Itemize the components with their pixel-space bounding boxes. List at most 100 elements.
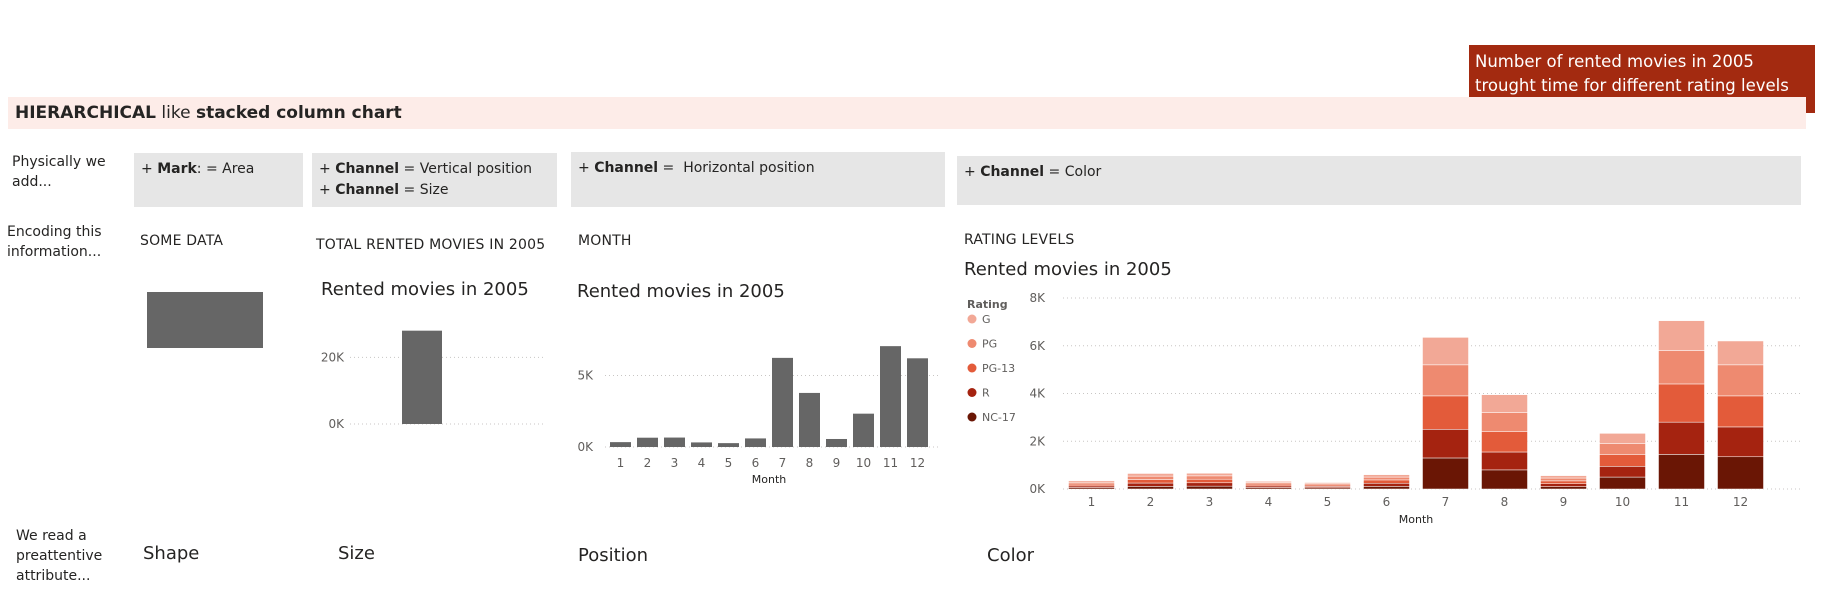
bar-segment-nc-17 [1127, 486, 1174, 490]
x-tick-label: 11 [1674, 495, 1689, 509]
bar-segment-r [1127, 482, 1174, 487]
bar-segment-r [1363, 483, 1410, 487]
mark-box-area: + Mark: = Area [134, 153, 303, 207]
row-label-read: We read a preattentive attribute... [16, 526, 102, 586]
row-label-read-line3: attribute... [16, 568, 91, 584]
bar-segment-pg [1068, 482, 1115, 485]
legend-label: NC-17 [982, 411, 1016, 424]
channel-text: = Horizontal position [658, 160, 815, 176]
legend-marker [967, 412, 977, 422]
bar-segment-pg [1717, 364, 1764, 397]
bar-segment-pg-13 [1658, 383, 1705, 423]
bar-segment-pg-13 [1717, 395, 1764, 428]
x-tick-label: 7 [779, 456, 787, 470]
header-bold-2: stacked column chart [195, 103, 402, 123]
attribute-color: Color [987, 545, 1034, 566]
section-header: HIERARCHICAL like stacked column chart [8, 97, 1806, 129]
row-label-read-line2: preattentive [16, 548, 103, 564]
bar-month [907, 358, 928, 447]
bar-segment-pg-13 [1481, 431, 1528, 453]
header-mid: like [156, 103, 196, 123]
bar-segment-r [1481, 451, 1528, 471]
bar-segment-g [1658, 320, 1705, 351]
y-tick-label: 0K [577, 440, 594, 454]
x-tick-label: 9 [833, 456, 841, 470]
attribute-size: Size [338, 543, 375, 564]
y-tick-label: 2K [1029, 434, 1046, 448]
chart-title-total: Rented movies in 2005 [321, 279, 529, 300]
bar-segment-g [1481, 394, 1528, 413]
channel-box-vertical-size: + Channel = Vertical position + Channel … [312, 153, 557, 207]
bar-segment-nc-17 [1717, 456, 1764, 490]
channel-keyword: Channel [594, 160, 659, 176]
legend-marker [967, 363, 977, 373]
chart-total: 0K 20K [321, 330, 545, 431]
x-tick-label: 2 [644, 456, 652, 470]
area-mark-shape [147, 292, 263, 348]
bar-segment-pg-13 [1245, 483, 1292, 487]
x-tick-label: 12 [910, 456, 925, 470]
bar-segment-pg [1481, 412, 1528, 432]
bar-segment-g [1304, 482, 1351, 484]
row-label-add-line2: add... [12, 174, 52, 190]
channel-keyword: Channel [335, 161, 400, 177]
bar-month [880, 346, 901, 447]
y-tick-label: 6K [1029, 339, 1046, 353]
bar-segment-g [1127, 473, 1174, 477]
x-tick-label: 6 [752, 456, 760, 470]
y-tick-label: 4K [1029, 387, 1046, 401]
bar-segment-r [1540, 483, 1587, 487]
bar-month [772, 357, 793, 447]
row-label-add: Physically we add... [12, 152, 106, 192]
mark-prefix: + [141, 161, 158, 177]
x-tick-label: 9 [1560, 495, 1568, 509]
y-tick-label: 20K [321, 350, 345, 364]
attribute-shape: Shape [143, 543, 200, 564]
bar-segment-g [1599, 433, 1646, 444]
x-axis-label: Month [1399, 513, 1434, 526]
x-tick-label: 1 [617, 456, 625, 470]
bar-month [799, 392, 820, 447]
chart-title-month: Rented movies in 2005 [577, 281, 785, 302]
channel-text: = Vertical position [399, 161, 533, 177]
row-label-add-line1: Physically we [12, 154, 106, 170]
bar-month [637, 437, 658, 447]
bar-month [691, 442, 712, 447]
bar-segment-pg [1422, 364, 1469, 397]
row-label-encode-line2: information... [7, 244, 102, 260]
x-tick-label: 4 [698, 456, 706, 470]
x-axis-label: Month [752, 473, 787, 486]
bar-segment-g [1717, 340, 1764, 366]
bar-segment-r [1186, 482, 1233, 487]
channel-prefix: + [319, 182, 336, 198]
channel-line-1: + Channel = Vertical position [319, 159, 550, 180]
x-tick-label: 6 [1383, 495, 1391, 509]
bar-segment-pg [1540, 477, 1587, 482]
bar-segment-r [1422, 429, 1469, 459]
bar-segment-pg-13 [1068, 483, 1115, 487]
bar-segment-g [1422, 337, 1469, 366]
encoding-month: MONTH [578, 233, 632, 249]
bar-segment-g [1186, 472, 1233, 477]
bar-total [402, 330, 442, 424]
x-tick-label: 10 [1615, 495, 1630, 509]
mark-text: : = Area [196, 161, 255, 177]
bar-segment-pg-13 [1599, 454, 1646, 467]
legend-marker [967, 339, 977, 348]
x-tick-label: 4 [1265, 495, 1273, 509]
bar-segment-pg-13 [1186, 478, 1233, 484]
channel-box-horizontal: + Channel = Horizontal position [571, 152, 945, 207]
bar-segment-r [1658, 421, 1705, 455]
bar-month [745, 438, 766, 447]
channel-text: = Color [1044, 164, 1102, 180]
x-tick-label: 5 [1324, 495, 1332, 509]
bar-segment-nc-17 [1540, 486, 1587, 490]
channel-prefix: + [319, 161, 336, 177]
x-tick-label: 8 [1501, 495, 1509, 509]
x-tick-label: 12 [1733, 495, 1748, 509]
x-tick-label: 7 [1442, 495, 1450, 509]
legend-marker [967, 388, 977, 397]
bar-segment-r [1599, 466, 1646, 478]
